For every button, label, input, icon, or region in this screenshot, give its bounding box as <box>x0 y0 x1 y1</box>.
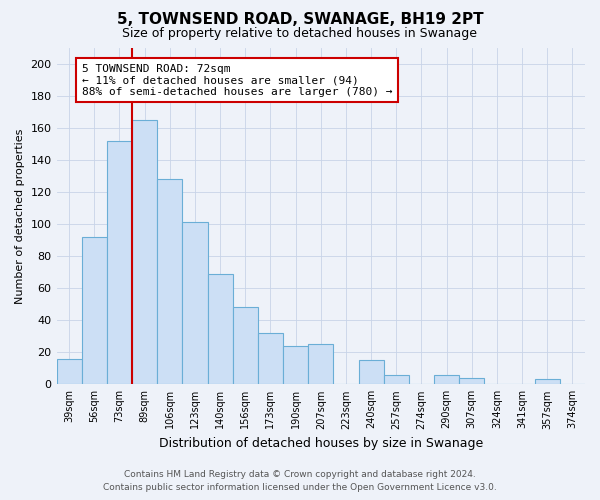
Bar <box>308 344 334 385</box>
Bar <box>283 346 308 385</box>
Bar <box>459 378 484 384</box>
Bar <box>383 374 409 384</box>
Bar <box>258 333 283 384</box>
Bar <box>434 374 459 384</box>
Bar <box>535 380 560 384</box>
Bar <box>56 358 82 384</box>
Text: Size of property relative to detached houses in Swanage: Size of property relative to detached ho… <box>122 28 478 40</box>
Bar <box>182 222 208 384</box>
Bar <box>157 179 182 384</box>
Text: 5 TOWNSEND ROAD: 72sqm
← 11% of detached houses are smaller (94)
88% of semi-det: 5 TOWNSEND ROAD: 72sqm ← 11% of detached… <box>82 64 392 96</box>
X-axis label: Distribution of detached houses by size in Swanage: Distribution of detached houses by size … <box>158 437 483 450</box>
Bar <box>208 274 233 384</box>
Bar <box>233 308 258 384</box>
Bar <box>107 140 132 384</box>
Y-axis label: Number of detached properties: Number of detached properties <box>15 128 25 304</box>
Bar <box>359 360 383 384</box>
Text: 5, TOWNSEND ROAD, SWANAGE, BH19 2PT: 5, TOWNSEND ROAD, SWANAGE, BH19 2PT <box>116 12 484 28</box>
Text: Contains HM Land Registry data © Crown copyright and database right 2024.
Contai: Contains HM Land Registry data © Crown c… <box>103 470 497 492</box>
Bar <box>82 237 107 384</box>
Bar <box>132 120 157 384</box>
